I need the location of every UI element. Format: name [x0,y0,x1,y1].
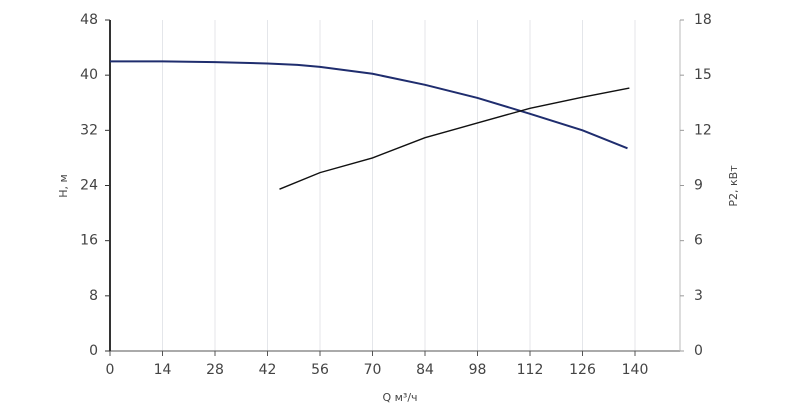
x-tick-label: 0 [106,362,115,378]
y-tick-label: 32 [80,122,98,138]
y-tick-label: 48 [80,12,98,28]
x-tick-label: 84 [416,362,434,378]
y2-tick-label: 9 [694,178,703,194]
x-tick-label: 98 [469,362,487,378]
x-tick-label: 126 [569,362,596,378]
x-tick-label: 70 [364,362,382,378]
line [110,60,628,150]
x-axis-label: Q м³/ч [382,391,417,404]
y2-tick-label: 12 [694,122,712,138]
x-tick-label: 112 [517,362,544,378]
y2-axis-label: P2, кВт [727,165,740,207]
x-tick-label: 14 [154,362,172,378]
x-tick-label: 28 [206,362,224,378]
y2-tick-label: 15 [694,67,712,83]
line [279,87,630,190]
x-tick-label: 140 [622,362,649,378]
y2-tick-label: 3 [694,288,703,304]
y-tick-label: 8 [89,288,98,304]
y-tick-label: 40 [80,67,98,83]
y-tick-label: 0 [89,343,98,359]
y2-tick-label: 18 [694,12,712,28]
y-tick-label: 24 [80,178,98,194]
x-tick-label: 42 [259,362,277,378]
y2-tick-label: 6 [694,233,703,249]
y-tick-label: 16 [80,233,98,249]
y2-tick-label: 0 [694,343,703,359]
x-tick-label: 56 [311,362,329,378]
y-axis-label: H, м [57,174,70,198]
